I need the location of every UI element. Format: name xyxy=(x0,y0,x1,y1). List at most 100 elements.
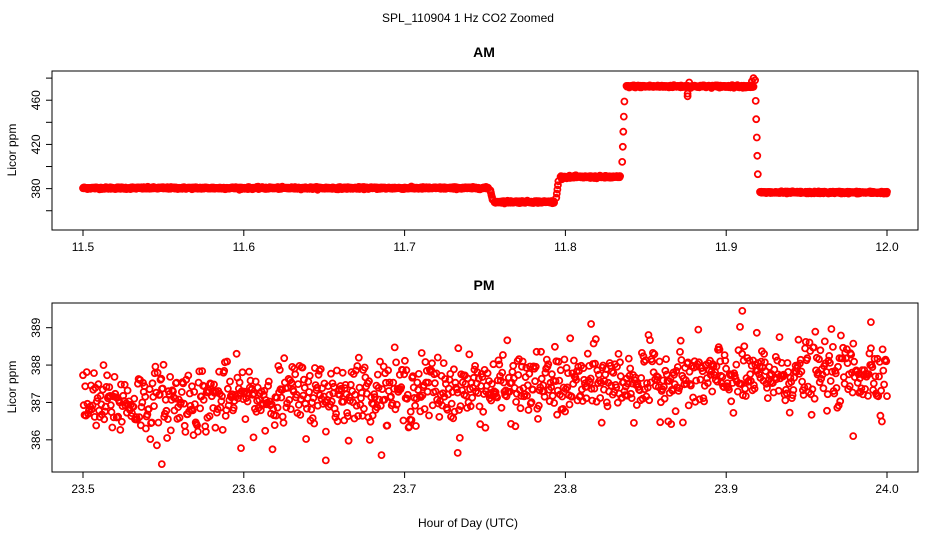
pm-data-point xyxy=(190,387,199,396)
pm-data-point xyxy=(398,366,407,374)
pm-data-point xyxy=(207,380,215,388)
pm-data-point xyxy=(847,350,856,359)
pm-data-point xyxy=(229,403,238,412)
pm-data-point xyxy=(185,389,194,398)
pm-data-point xyxy=(152,441,161,450)
pm-data-point xyxy=(399,416,408,425)
pm-data-point xyxy=(406,407,415,416)
pm-data-point xyxy=(566,334,575,343)
pm-x-tick-label: 23.9 xyxy=(715,482,739,496)
pm-data-point xyxy=(147,418,156,427)
pm-data-point xyxy=(811,327,820,336)
pm-data-point xyxy=(368,411,377,420)
pm-y-axis-label: Licor ppm xyxy=(5,361,19,414)
pm-data-point xyxy=(120,380,129,389)
pm-data-point xyxy=(87,405,96,414)
pm-data-point xyxy=(551,342,559,351)
pm-data-point xyxy=(117,417,126,426)
pm-data-point xyxy=(823,406,831,415)
pm-data-point xyxy=(245,367,254,376)
pm-data-point xyxy=(864,391,872,400)
pm-data-point xyxy=(190,400,199,409)
pm-data-point xyxy=(624,354,633,363)
pm-data-point xyxy=(465,350,474,359)
pm-data-point xyxy=(883,392,891,401)
pm-data-point xyxy=(449,365,458,374)
pm-data-point xyxy=(166,372,175,381)
pm-data-point xyxy=(270,421,279,430)
pm-data-point xyxy=(570,356,578,365)
pm-data-point xyxy=(878,345,887,354)
pm-data-point xyxy=(130,394,139,403)
am-data-point xyxy=(618,142,627,151)
pm-data-point xyxy=(82,368,91,377)
pm-data-point xyxy=(880,380,888,389)
pm-data-point xyxy=(676,347,684,356)
pm-data-point xyxy=(109,413,118,422)
pm-data-point xyxy=(548,370,556,379)
pm-data-point xyxy=(153,368,162,377)
pm-data-point xyxy=(675,384,684,393)
pm-data-point xyxy=(175,413,184,422)
pm-data-point xyxy=(397,383,406,392)
pm-data-point xyxy=(305,388,314,396)
pm-data-point xyxy=(708,387,717,396)
pm-data-point xyxy=(123,386,132,395)
pm-data-point xyxy=(544,360,553,369)
pm-data-point xyxy=(594,370,603,379)
pm-data-point xyxy=(441,375,450,383)
pm-data-point xyxy=(523,381,532,390)
pm-data-point xyxy=(433,353,442,362)
pm-data-point xyxy=(834,362,842,371)
pm-data-point xyxy=(509,361,518,370)
pm-data-point xyxy=(805,338,814,347)
pm-data-point xyxy=(417,393,425,401)
am-x-tick-label: 11.9 xyxy=(715,240,738,254)
pm-panel: PM Licor ppm 23.5 23.6 23.7 23.8 23.9 24.0 386… xyxy=(5,277,919,496)
pm-data-point xyxy=(537,374,546,383)
pm-data-point xyxy=(781,396,790,405)
pm-data-point xyxy=(564,369,572,378)
pm-data-point xyxy=(603,402,612,411)
pm-data-point xyxy=(703,379,712,388)
pm-data-point xyxy=(325,390,334,399)
pm-plot-frame xyxy=(51,302,919,473)
pm-data-point xyxy=(302,435,311,443)
pm-data-point xyxy=(420,405,429,413)
pm-data-point xyxy=(794,335,803,344)
pm-data-point xyxy=(108,423,117,432)
pm-x-tick-label: 23.6 xyxy=(232,482,256,496)
pm-data-point xyxy=(586,378,594,387)
am-x-tick-label: 12.0 xyxy=(875,240,899,254)
pm-data-point xyxy=(498,351,507,359)
pm-data-point xyxy=(786,373,795,382)
pm-data-point xyxy=(307,405,316,414)
pm-data-point xyxy=(796,359,804,368)
pm-data-point xyxy=(800,383,809,392)
am-x-tick-label: 11.7 xyxy=(393,240,416,254)
pm-data-point xyxy=(241,415,250,424)
pm-data-point xyxy=(624,379,632,388)
pm-data-point xyxy=(849,432,858,441)
pm-data-point xyxy=(354,353,363,362)
pm-data-point xyxy=(531,377,539,386)
am-panel-title: AM xyxy=(473,44,495,60)
pm-data-point xyxy=(280,354,289,363)
pm-data-point xyxy=(834,401,843,410)
pm-data-point xyxy=(338,368,347,377)
am-data-point xyxy=(752,133,761,142)
pm-data-point xyxy=(141,392,150,401)
pm-data-point xyxy=(157,460,166,469)
pm-data-point xyxy=(373,403,382,412)
pm-data-point xyxy=(505,387,514,396)
pm-data-point xyxy=(402,366,411,375)
pm-data-point xyxy=(337,384,346,393)
pm-data-point xyxy=(763,383,771,392)
pm-data-point xyxy=(497,403,506,412)
pm-data-point xyxy=(413,378,422,387)
pm-data-point xyxy=(626,364,635,373)
pm-data-point xyxy=(378,385,387,394)
pm-y-tick-label: 389 xyxy=(29,317,43,337)
pm-data-point xyxy=(146,435,155,444)
pm-data-point xyxy=(351,366,360,375)
